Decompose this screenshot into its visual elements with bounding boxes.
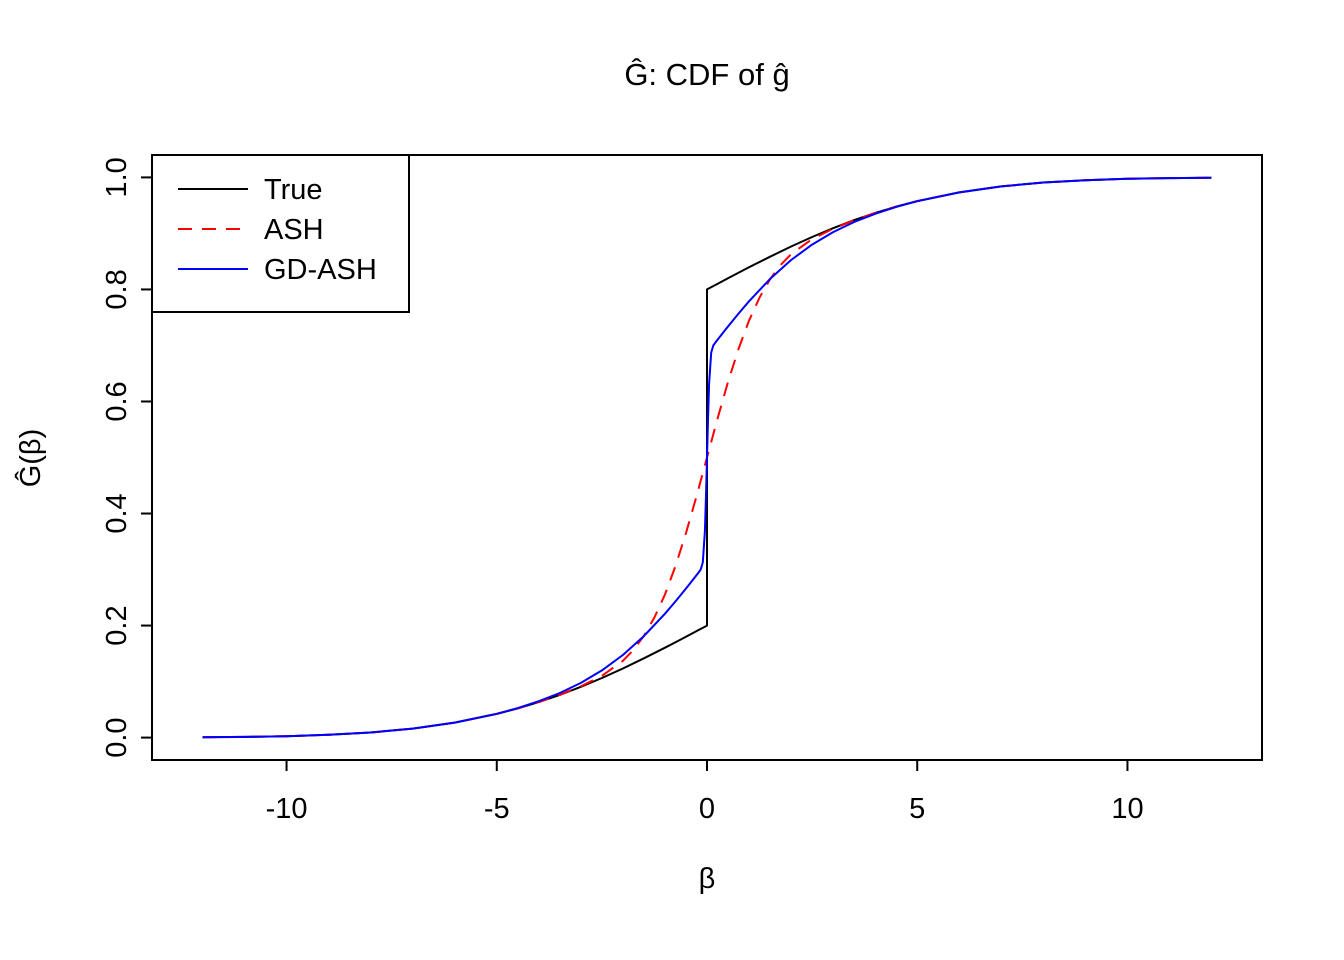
legend-label-true: True — [264, 174, 323, 206]
y-tick-label: 0.6 — [101, 381, 133, 421]
x-tick-label: 5 — [909, 793, 925, 825]
legend-box — [151, 154, 410, 313]
y-tick-label: 0.4 — [101, 493, 133, 533]
legend-label-gd-ash: GD-ASH — [264, 254, 377, 286]
y-tick-label: 0.0 — [101, 717, 133, 757]
x-tick-label: 0 — [699, 793, 715, 825]
plot-area: -10 -5 0 5 10 0.0 0.2 0.4 0.6 0.8 1.0 True ASH GD-ASH — [101, 154, 1263, 825]
series-line-gd-ash — [202, 176, 1212, 739]
legend: True ASH GD-ASH — [151, 154, 410, 313]
y-axis-label: Ĝ(β) — [13, 429, 47, 488]
y-tick-label: 0.2 — [101, 605, 133, 645]
x-axis-label: β — [699, 863, 716, 895]
y-tick-label: 0.8 — [101, 269, 133, 309]
x-tick-label: -5 — [484, 793, 510, 825]
x-tick-label: 10 — [1111, 793, 1143, 825]
chart-title: Ĝ: CDF of ĝ — [624, 57, 789, 92]
legend-label-ash: ASH — [264, 214, 324, 246]
y-tick-label: 1.0 — [101, 157, 133, 197]
x-tick-label: -10 — [266, 793, 308, 825]
